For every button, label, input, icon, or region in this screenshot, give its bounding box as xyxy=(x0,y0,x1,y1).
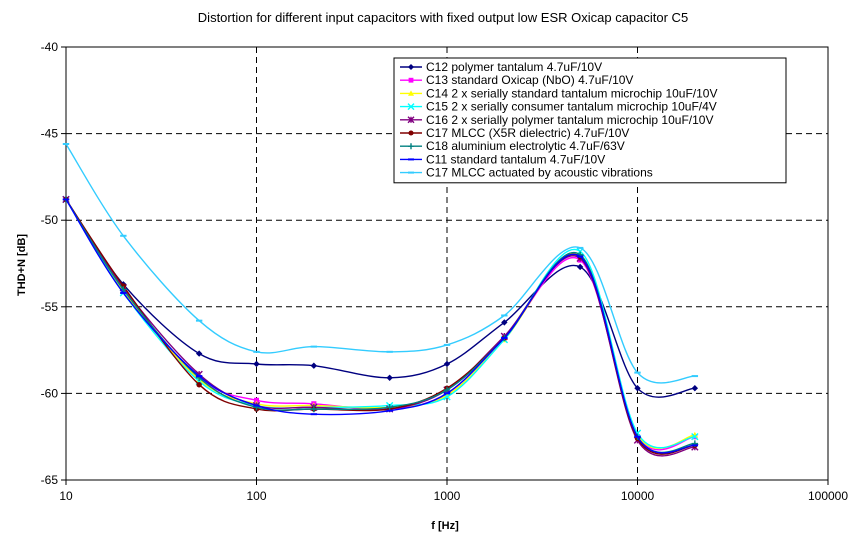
data-point xyxy=(310,362,318,369)
series-7 xyxy=(62,196,699,454)
legend-item: C17 MLCC actuated by acoustic vibrations xyxy=(400,166,653,180)
data-point xyxy=(408,90,414,96)
legend-item: C16 2 x serially polymer tantalum microc… xyxy=(400,113,713,127)
y-tick-label: -60 xyxy=(41,386,59,400)
x-tick-label: 10000 xyxy=(621,489,655,503)
x-axis: 10 100 1000 10000 100000 xyxy=(59,480,848,503)
y-tick-label: -55 xyxy=(41,300,59,314)
y-axis: -40 -45 -50 -55 -60 -65 xyxy=(41,40,66,487)
data-point xyxy=(501,319,508,326)
series-8 xyxy=(62,198,699,454)
legend-item: C15 2 x serially consumer tantalum micro… xyxy=(400,100,717,114)
series-line xyxy=(65,199,695,449)
legend-box xyxy=(393,57,787,184)
series-line xyxy=(65,199,695,454)
y-tick-label: -40 xyxy=(41,40,59,54)
series-5 xyxy=(62,195,699,457)
series-group xyxy=(62,142,699,457)
data-point xyxy=(386,404,393,411)
x-tick-label: 1000 xyxy=(434,489,461,503)
data-point xyxy=(407,116,415,124)
x-tick-label: 100000 xyxy=(808,489,848,503)
data-point xyxy=(253,360,260,368)
legend-label: C16 2 x serially polymer tantalum microc… xyxy=(426,113,713,127)
legend-item: C11 standard tantalum 4.7uF/10V xyxy=(400,152,605,166)
legend-label: C14 2 x serially standard tantalum micro… xyxy=(426,86,717,100)
series-9 xyxy=(62,142,699,384)
legend-item: C12 polymer tantalum 4.7uF/10V xyxy=(400,60,602,74)
data-point xyxy=(408,64,414,70)
legend-label: C18 aluminium electrolytic 4.7uF/63V xyxy=(426,139,625,153)
legend-label: C13 standard Oxicap (NbO) 4.7uF/10V xyxy=(426,73,633,87)
data-point xyxy=(443,386,451,394)
data-point xyxy=(253,397,260,403)
legend-item: C17 MLCC (X5R dielectric) 4.7uF/10V xyxy=(400,126,629,140)
series-6 xyxy=(63,196,698,455)
legend-label: C17 MLCC actuated by acoustic vibrations xyxy=(426,166,653,180)
data-point xyxy=(576,263,584,271)
data-point xyxy=(310,405,318,413)
data-point xyxy=(386,374,393,382)
legend-label: C17 MLCC (X5R dielectric) 4.7uF/10V xyxy=(426,126,629,140)
x-tick-label: 10 xyxy=(59,489,73,503)
data-point xyxy=(407,103,415,111)
data-point xyxy=(634,385,641,392)
data-point xyxy=(408,143,414,150)
legend-label: C11 standard tantalum 4.7uF/10V xyxy=(426,152,605,166)
legend-item: C13 standard Oxicap (NbO) 4.7uF/10V xyxy=(400,73,633,87)
data-point xyxy=(691,385,699,392)
series-line xyxy=(65,199,695,454)
series-1 xyxy=(62,196,699,398)
legend-item: C18 aluminium electrolytic 4.7uF/63V xyxy=(400,139,625,153)
data-point xyxy=(443,360,451,368)
legend-label: C12 polymer tantalum 4.7uF/10V xyxy=(426,60,602,74)
series-line xyxy=(65,199,695,457)
y-tick-label: -50 xyxy=(41,213,59,227)
data-point xyxy=(195,350,203,357)
legend-item: C14 2 x serially standard tantalum micro… xyxy=(400,86,717,100)
data-point xyxy=(691,433,699,441)
y-tick-label: -65 xyxy=(41,473,59,487)
x-axis-label: f [Hz] xyxy=(431,520,459,532)
y-axis-label: THD+N [dB] xyxy=(16,234,28,296)
data-point xyxy=(408,130,414,136)
data-point xyxy=(408,77,414,83)
y-tick-label: -45 xyxy=(41,127,59,141)
series-line xyxy=(65,199,695,455)
chart-title: Distortion for different input capacitor… xyxy=(198,10,688,25)
x-tick-label: 100 xyxy=(246,489,266,503)
legend-label: C15 2 x serially consumer tantalum micro… xyxy=(426,100,717,114)
data-point xyxy=(196,382,202,388)
